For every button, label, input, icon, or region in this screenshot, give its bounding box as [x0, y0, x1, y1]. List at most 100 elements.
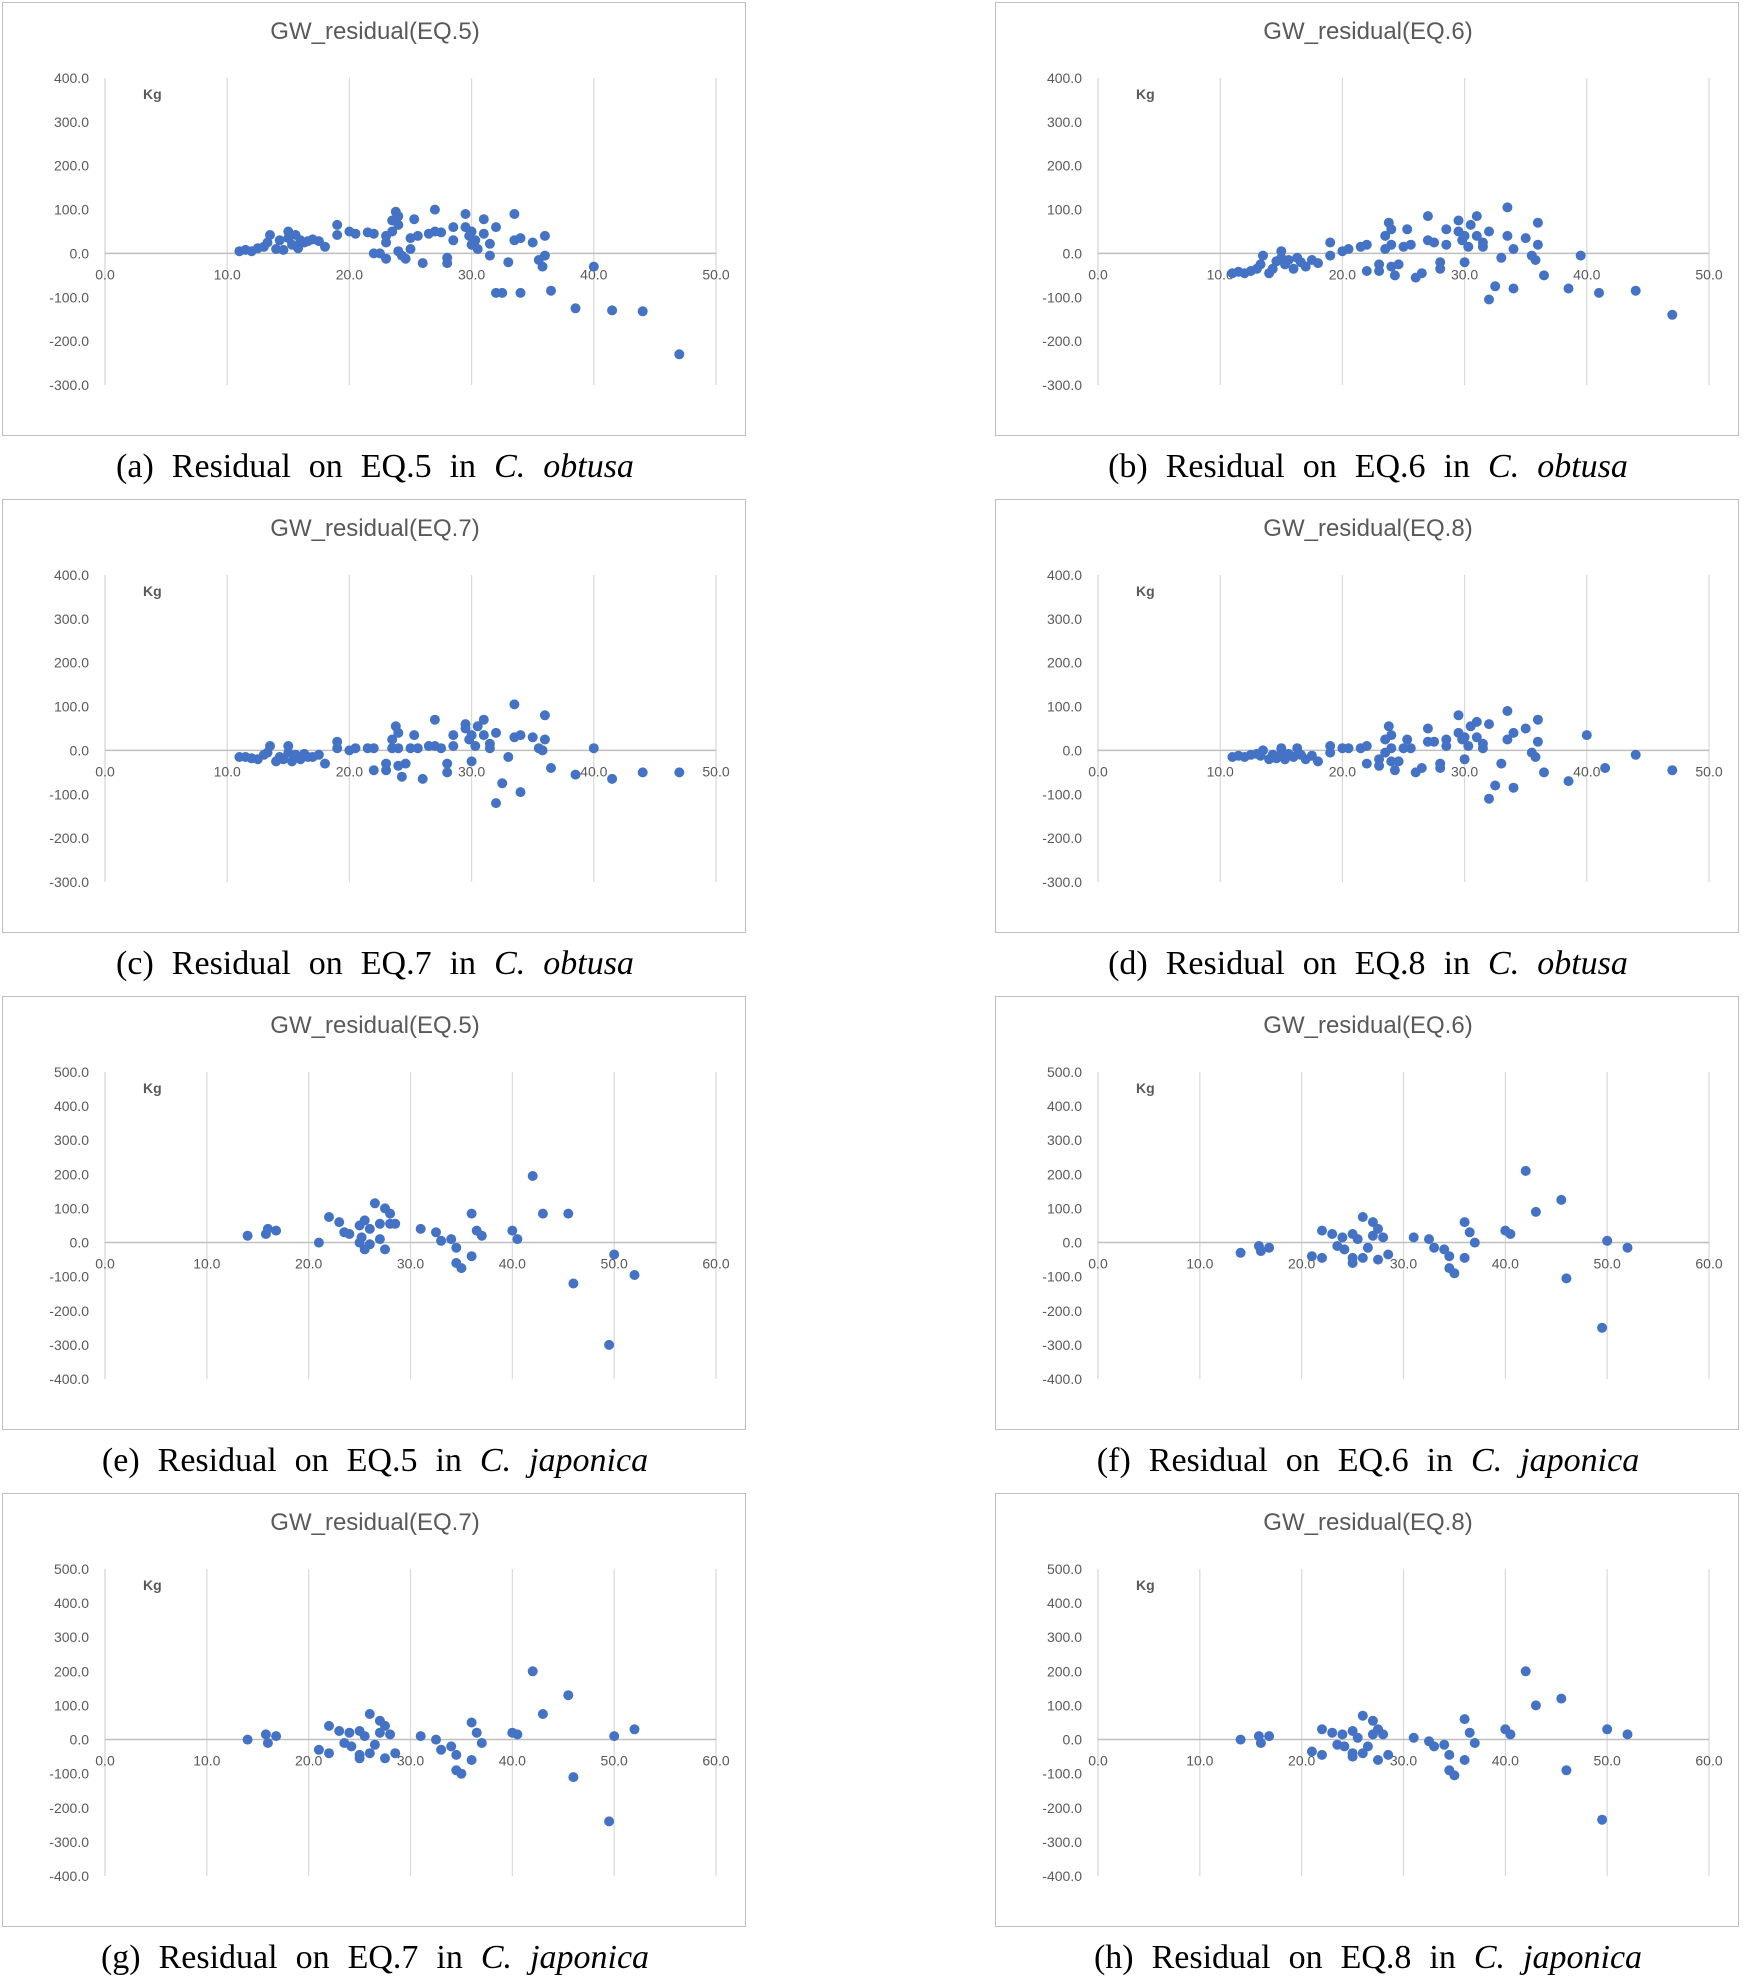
- x-tick-label: 20.0: [1288, 1753, 1315, 1769]
- data-point: [364, 1223, 375, 1234]
- data-point: [1622, 1729, 1633, 1740]
- data-point: [1459, 230, 1470, 241]
- caption-tag: (e): [101, 1442, 140, 1479]
- y-tick-label: -400.0: [49, 1868, 89, 1884]
- y-tick-label: -200.0: [1042, 1800, 1082, 1816]
- caption-word: Residual: [157, 1442, 277, 1479]
- y-tick-label: 0.0: [1063, 1235, 1083, 1251]
- data-point: [484, 738, 495, 749]
- data-point: [1337, 1729, 1348, 1740]
- y-tick-label: -100.0: [1042, 289, 1082, 305]
- y-tick-label: 400.0: [1047, 567, 1082, 583]
- caption-equation: EQ.8: [1340, 1939, 1412, 1976]
- data-point: [1361, 741, 1372, 751]
- data-point: [1502, 230, 1513, 241]
- x-tick-label: 30.0: [1451, 266, 1478, 282]
- y-tick-label: -100.0: [1042, 786, 1082, 802]
- data-point: [1532, 217, 1543, 228]
- caption-word: in: [1443, 945, 1471, 982]
- caption-genus: C.: [494, 945, 526, 982]
- data-point: [1352, 1234, 1363, 1245]
- caption-tag: (f): [1096, 1442, 1131, 1479]
- data-point: [539, 734, 550, 745]
- data-point: [405, 244, 416, 254]
- data-point: [396, 771, 407, 782]
- data-point: [380, 1753, 390, 1764]
- data-point: [1258, 745, 1268, 756]
- data-point: [1393, 259, 1404, 270]
- data-point: [1539, 270, 1549, 281]
- data-point: [387, 226, 398, 237]
- data-point: [1408, 1732, 1419, 1743]
- data-point: [527, 1171, 538, 1181]
- data-point: [1490, 780, 1501, 791]
- x-tick-label: 0.0: [95, 1256, 115, 1272]
- data-point: [1667, 765, 1678, 776]
- data-point: [1459, 754, 1470, 765]
- chart-frame: GW_residual(EQ.5) 500.0 400.0 300.0 200.0 100…: [2, 996, 746, 1430]
- data-point: [368, 765, 379, 776]
- data-point: [1339, 1741, 1350, 1752]
- data-point: [385, 1729, 396, 1740]
- data-point: [1416, 268, 1427, 279]
- data-point: [1405, 239, 1416, 250]
- data-point: [1459, 1755, 1470, 1765]
- data-point: [478, 228, 489, 239]
- y-tick-label: -200.0: [1042, 333, 1082, 349]
- y-tick-label: -200.0: [1042, 830, 1082, 846]
- x-tick-label: 30.0: [397, 1256, 424, 1272]
- caption-species: obtusa: [1537, 945, 1628, 982]
- x-tick-label: 0.0: [1088, 266, 1108, 282]
- data-point: [1255, 1738, 1266, 1748]
- data-point: [1471, 732, 1482, 743]
- data-point: [1469, 1738, 1480, 1748]
- data-point: [515, 730, 526, 741]
- y-tick-label: 0.0: [1063, 245, 1083, 261]
- data-point: [409, 730, 420, 741]
- data-point: [1561, 1765, 1572, 1776]
- y-tick-label: 100.0: [54, 699, 89, 715]
- x-tick-label: 20.0: [1329, 763, 1356, 779]
- data-point: [274, 235, 285, 246]
- caption-word: on: [1302, 945, 1337, 982]
- panel-c: GW_residual(EQ.7) 400.0 300.0 200.0 100.0 0.0…: [0, 497, 870, 993]
- data-point: [1520, 1165, 1531, 1176]
- caption-genus: C.: [1488, 448, 1520, 485]
- x-tick-label: 30.0: [1390, 1753, 1417, 1769]
- data-point: [1357, 1212, 1368, 1222]
- caption-word: in: [435, 1442, 462, 1479]
- data-point: [1441, 224, 1452, 235]
- scatter-chart: GW_residual(EQ.5) 500.0 400.0 300.0 200.0 100…: [49, 1012, 730, 1387]
- data-point: [380, 1720, 390, 1731]
- caption-species: obtusa: [1537, 448, 1628, 485]
- data-point: [1313, 258, 1323, 269]
- data-point: [1464, 1227, 1475, 1238]
- data-point: [393, 219, 404, 230]
- data-point: [271, 1225, 282, 1236]
- data-point: [509, 699, 520, 710]
- chart-title: GW_residual(EQ.6): [1263, 1012, 1472, 1039]
- data-point: [1408, 1232, 1419, 1243]
- data-point: [262, 1738, 273, 1748]
- data-point: [472, 721, 483, 732]
- scatter-chart: GW_residual(EQ.8) 500.0 400.0 300.0 200.0 100…: [1042, 1509, 1723, 1884]
- data-point: [1383, 721, 1394, 732]
- data-point: [1502, 734, 1513, 745]
- chart-frame: GW_residual(EQ.8) 400.0 300.0 200.0 100.0 0.0…: [995, 499, 1739, 933]
- data-point: [537, 261, 548, 272]
- caption-word: in: [449, 448, 477, 485]
- data-point: [412, 230, 423, 241]
- y-tick-label: -200.0: [49, 830, 89, 846]
- y-tick-label: 500.0: [1047, 1064, 1082, 1080]
- data-point: [412, 743, 423, 754]
- x-tick-label: 20.0: [295, 1256, 322, 1272]
- scatter-chart: GW_residual(EQ.7) 400.0 300.0 200.0 100.0 0.0…: [49, 515, 730, 890]
- data-point: [451, 1242, 462, 1253]
- data-point: [539, 230, 550, 241]
- scatter-chart: GW_residual(EQ.6) 500.0 400.0 300.0 200.0 100…: [1042, 1012, 1723, 1387]
- data-point: [1464, 1727, 1475, 1738]
- data-point: [1459, 732, 1470, 743]
- caption-tag: (b): [1108, 448, 1148, 485]
- data-point: [368, 743, 379, 754]
- caption-species: japonica: [1523, 1939, 1643, 1976]
